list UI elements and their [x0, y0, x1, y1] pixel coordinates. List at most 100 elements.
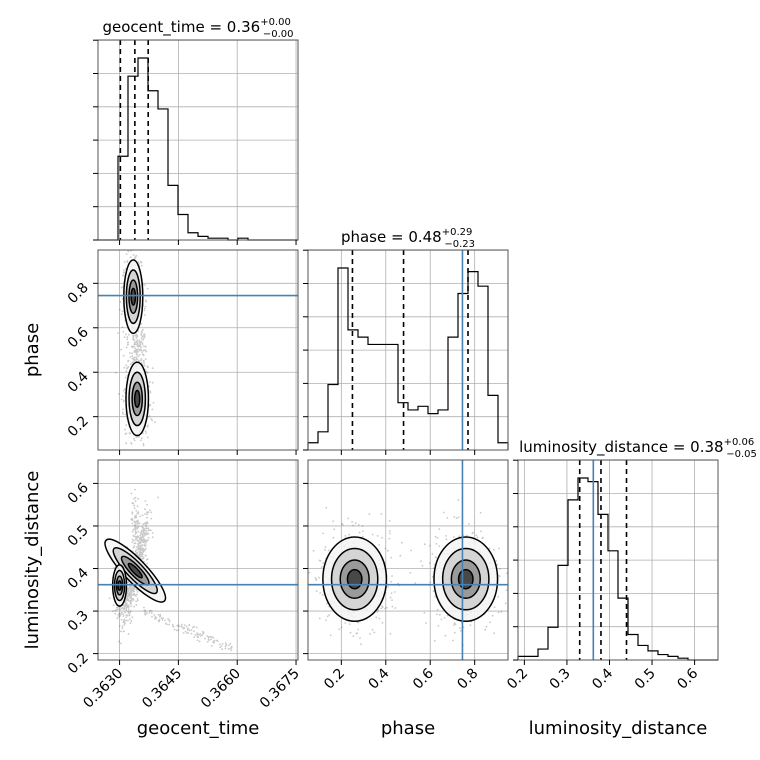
scatter-point	[125, 614, 128, 616]
scatter-point	[371, 533, 374, 536]
scatter-point	[387, 585, 389, 588]
scatter-point	[329, 634, 332, 637]
scatter-point	[135, 334, 138, 337]
scatter-point	[129, 603, 132, 605]
scatter-point	[137, 545, 140, 548]
scatter-point	[128, 594, 130, 597]
scatter-point	[127, 592, 130, 595]
scatter-point	[144, 522, 147, 524]
scatter-point	[216, 639, 218, 642]
scatter-point	[132, 546, 135, 549]
scatter-point	[135, 337, 138, 339]
scatter-point	[121, 326, 124, 329]
scatter-point	[161, 619, 164, 621]
scatter-point	[348, 533, 351, 536]
xtick-label: 0.5	[632, 666, 659, 693]
xtick-label: 0.2	[321, 666, 348, 693]
scatter-point	[123, 269, 125, 272]
scatter-point	[126, 606, 129, 609]
scatter-point	[143, 337, 145, 339]
scatter-point	[136, 535, 139, 538]
scatter-point	[123, 621, 126, 624]
scatter-point	[421, 564, 424, 567]
scatter-point	[355, 632, 358, 635]
scatter-point	[183, 624, 186, 626]
scatter-point	[140, 261, 143, 264]
scatter-point	[133, 497, 136, 500]
scatter-point	[164, 619, 166, 622]
scatter-point	[136, 522, 139, 525]
scatter-point	[128, 614, 131, 617]
scatter-point	[199, 634, 202, 637]
scatter-point	[381, 622, 384, 624]
scatter-point	[136, 548, 139, 551]
scatter-point	[188, 624, 191, 626]
scatter-point	[227, 644, 230, 647]
scatter-point	[498, 547, 500, 550]
scatter-point	[151, 408, 154, 411]
scatter-point	[128, 613, 131, 615]
scatter-point	[497, 595, 500, 598]
scatter-point	[133, 339, 136, 342]
scatter-point	[196, 632, 199, 634]
scatter-point	[128, 352, 131, 354]
scatter-point	[182, 627, 185, 630]
scatter-point	[135, 600, 138, 603]
scatter-point	[157, 614, 160, 616]
scatter-point	[130, 588, 133, 590]
scatter-point	[207, 638, 210, 640]
scatter-point	[144, 345, 147, 348]
scatter-point	[173, 628, 176, 631]
scatter-point	[116, 606, 118, 609]
scatter-point	[133, 590, 136, 593]
scatter-point	[146, 522, 149, 525]
scatter-point	[141, 557, 144, 560]
scatter-point	[154, 421, 156, 423]
xtick-label: 0.4	[366, 665, 393, 692]
scatter-point	[138, 339, 141, 342]
scatter-point	[132, 594, 134, 596]
scatter-point	[143, 538, 145, 540]
scatter-point	[135, 348, 138, 351]
scatter-point	[351, 521, 353, 523]
scatter-point	[123, 261, 126, 263]
scatter-point	[135, 549, 137, 552]
histogram-phase	[307, 267, 509, 450]
scatter-point	[476, 536, 479, 539]
scatter-point	[141, 555, 144, 558]
scatter-point	[480, 530, 482, 533]
scatter-point	[128, 594, 131, 596]
scatter-point	[146, 511, 148, 514]
contour-level-3	[117, 580, 122, 591]
scatter-point	[127, 612, 130, 614]
scatter-point	[167, 618, 169, 620]
scatter-point	[136, 340, 138, 343]
scatter-point	[133, 517, 136, 519]
scatter-point	[142, 538, 145, 541]
scatter-point	[150, 609, 153, 612]
scatter-point	[140, 533, 143, 535]
scatter-point	[135, 333, 138, 336]
scatter-point	[131, 522, 134, 525]
scatter-point	[129, 591, 132, 593]
scatter-point	[122, 408, 124, 411]
scatter-point	[431, 553, 434, 555]
scatter-point	[139, 540, 141, 543]
scatter-point	[139, 532, 142, 535]
scatter-point	[453, 624, 455, 627]
scatter-point	[134, 533, 137, 535]
scatter-point	[414, 582, 417, 584]
scatter-point	[401, 541, 403, 544]
scatter-point	[113, 567, 115, 569]
scatter-point	[127, 590, 130, 593]
scatter-point	[144, 532, 146, 534]
scatter-point	[142, 527, 145, 530]
ytick-label: 0.6	[65, 480, 92, 507]
scatter-point	[138, 542, 140, 544]
scatter-point	[146, 372, 149, 374]
scatter-point	[444, 634, 447, 637]
scatter-point	[127, 588, 129, 591]
scatter-point	[120, 611, 123, 614]
scatter-point	[439, 613, 441, 616]
xtick-label: 0.3660	[198, 666, 244, 712]
